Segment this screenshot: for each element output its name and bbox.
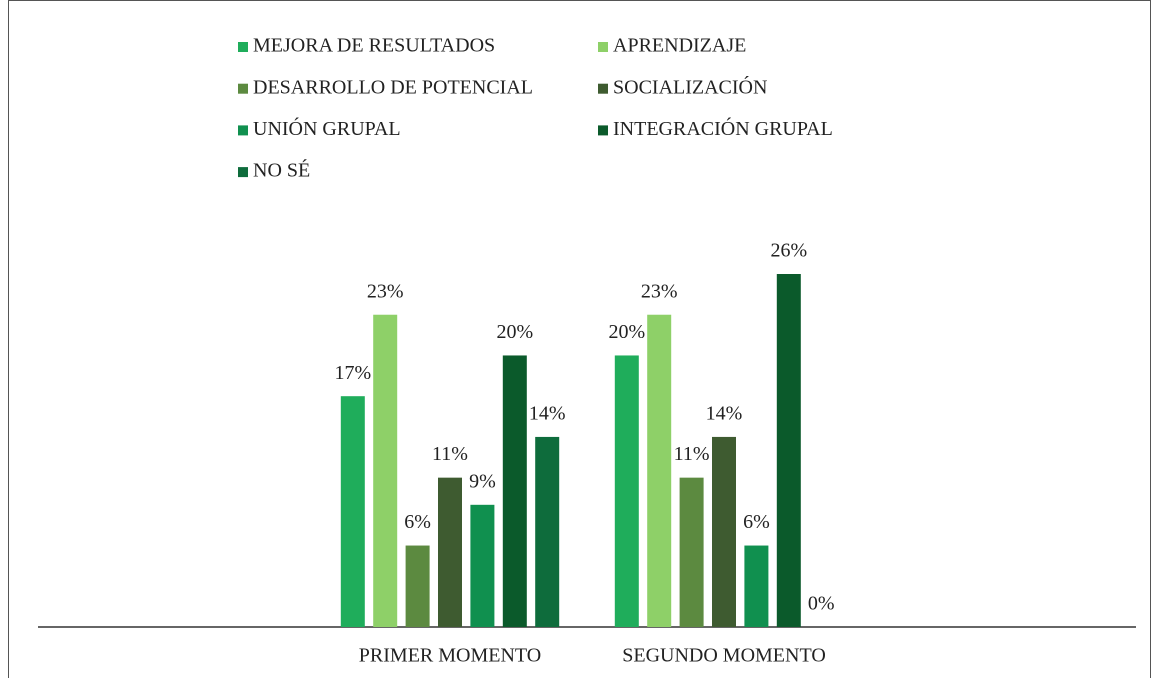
bar — [502, 355, 527, 627]
bar — [744, 545, 769, 627]
frame — [8, 0, 1151, 678]
data-label: 9% — [469, 470, 496, 492]
x-tick-label: SEGUNDO MOMENTO — [622, 645, 826, 667]
legend-swatch — [598, 125, 608, 136]
legend-swatch — [598, 42, 608, 52]
legend-label: UNIÓN GRUPAL — [253, 116, 401, 140]
legend-swatch — [238, 42, 248, 52]
data-label: 20% — [608, 321, 645, 343]
legend-label: NO SÉ — [253, 159, 310, 182]
data-label: 26% — [770, 240, 807, 262]
bar — [373, 314, 398, 627]
legend-swatch — [598, 83, 608, 94]
bar — [614, 355, 639, 627]
legend-label: APRENDIZAJE — [613, 35, 746, 57]
bar — [776, 274, 801, 627]
legend-label: INTEGRACIÓN GRUPAL — [613, 116, 833, 140]
legend-swatch — [238, 167, 248, 178]
data-label: 0% — [808, 593, 835, 615]
x-tick-label: PRIMER MOMENTO — [359, 645, 541, 667]
data-label: 11% — [674, 443, 710, 465]
legend-swatch — [238, 125, 248, 136]
bar — [535, 436, 560, 627]
data-label: 6% — [743, 511, 770, 533]
bar — [405, 545, 430, 627]
legend-swatch — [238, 83, 248, 94]
data-label: 6% — [404, 511, 431, 533]
data-label: 20% — [496, 321, 533, 343]
bar — [712, 436, 736, 627]
legend-label: MEJORA DE RESULTADOS — [253, 35, 495, 57]
bar — [340, 396, 365, 627]
bar — [470, 504, 495, 627]
data-label: 11% — [432, 443, 468, 465]
data-label: 14% — [706, 403, 743, 425]
legend-label: SOCIALIZACIÓN — [613, 74, 767, 98]
data-label: 23% — [641, 280, 678, 302]
bar — [647, 314, 672, 627]
legend-label: DESARROLLO DE POTENCIAL — [253, 76, 533, 98]
data-label: 17% — [334, 362, 371, 384]
data-label: 23% — [367, 280, 404, 302]
bar — [438, 477, 462, 627]
bar — [679, 477, 704, 627]
data-label: 14% — [529, 403, 566, 425]
